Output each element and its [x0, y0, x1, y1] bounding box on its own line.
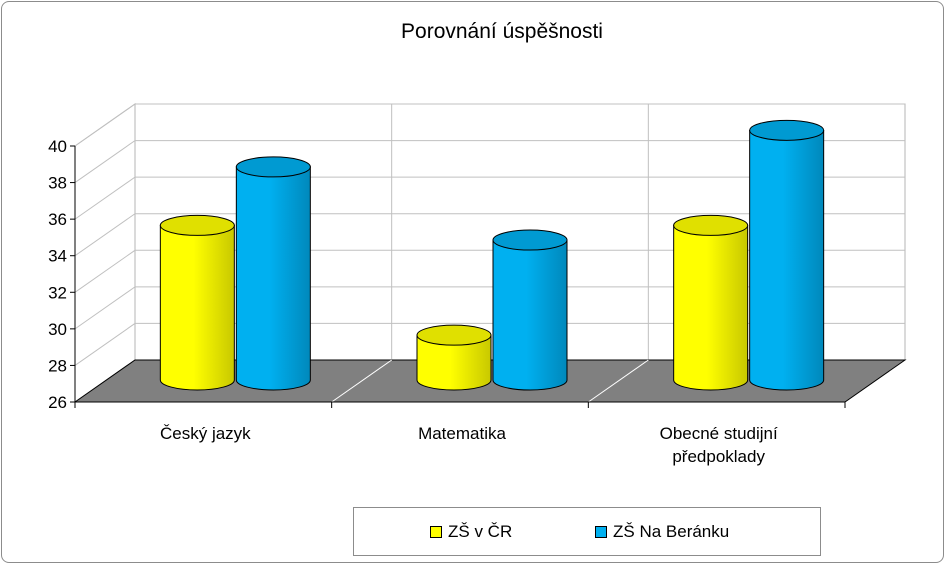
bar-zs-v-cr [416, 324, 492, 391]
y-tick-label: 40 [48, 137, 67, 156]
bar-top [492, 229, 568, 251]
bar-top [673, 214, 749, 236]
bar-zs-na-beranku [749, 119, 825, 391]
bar-top [159, 214, 235, 236]
legend-swatch [430, 526, 442, 538]
y-tick-label: 30 [48, 320, 67, 339]
y-axis: 26 28 30 32 34 36 38 40 [48, 137, 846, 412]
x-category-label: předpoklady [672, 447, 765, 466]
y-tick-label: 28 [48, 356, 67, 375]
bar-top [235, 156, 311, 178]
floor-divider [331, 359, 392, 403]
x-category-label: Matematika [418, 424, 506, 443]
bar-zs-na-beranku [235, 156, 311, 391]
x-category-label: Obecné studijní [660, 424, 778, 443]
side-wall [74, 103, 136, 403]
bar-body [235, 166, 311, 391]
y-tick-label: 34 [48, 247, 67, 266]
bar-body [673, 224, 749, 391]
bar-body [492, 239, 568, 391]
bar-body [159, 224, 235, 391]
legend-item-zs-v-cr: ZŠ v ČR [430, 522, 512, 542]
bar-top [749, 119, 825, 141]
y-tick-label: 32 [48, 283, 67, 302]
x-category-label: Český jazyk [160, 424, 251, 443]
x-axis-labels: Český jazyk Matematika Obecné studijní před… [160, 424, 778, 466]
bar-zs-v-cr [159, 214, 235, 391]
bar-zs-v-cr [673, 214, 749, 391]
bar-top [416, 324, 492, 346]
bar-body [416, 334, 492, 391]
legend-label: ZŠ Na Beránku [613, 522, 730, 541]
legend-item-zs-na-beranku: ZŠ Na Beránku [595, 522, 729, 542]
bars [159, 119, 825, 391]
floor-divider [588, 359, 649, 403]
y-tick-label: 36 [48, 210, 67, 229]
legend: ZŠ v ČR ZŠ Na Beránku [353, 507, 821, 556]
bar-zs-na-beranku [492, 229, 568, 391]
bar-body [749, 129, 825, 391]
legend-swatch [595, 526, 607, 538]
y-tick-label: 26 [48, 393, 67, 412]
legend-label: ZŠ v ČR [448, 522, 513, 541]
y-tick-label: 38 [48, 174, 67, 193]
chart-title: Porovnání úspěšnosti [401, 20, 603, 43]
